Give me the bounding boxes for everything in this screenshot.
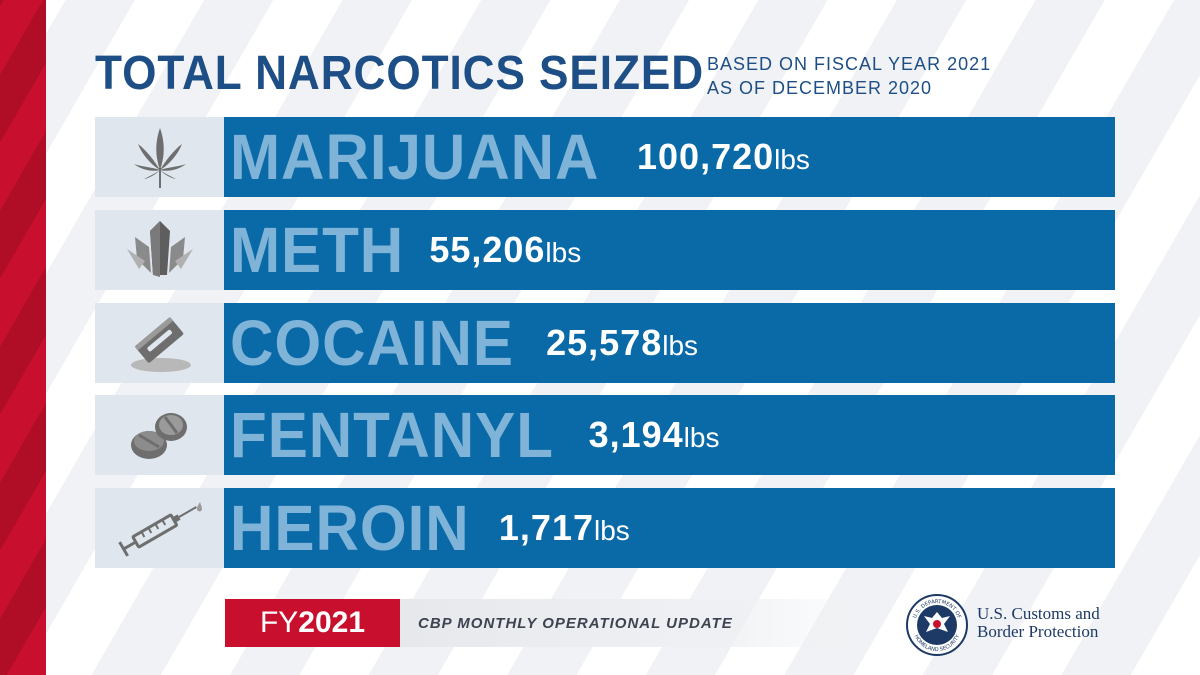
update-label: CBP MONTHLY OPERATIONAL UPDATE — [418, 614, 733, 632]
amount-unit: lbs — [545, 237, 582, 268]
drug-label: COCAINE — [230, 307, 514, 379]
amount-value: 3,194 — [588, 414, 684, 455]
agency-name: U.S. Customs and Border Protection — [977, 605, 1100, 641]
amount: 1,717lbs — [499, 507, 630, 549]
amount-value: 55,206 — [429, 229, 546, 270]
heroin-bar: HEROIN 1,717lbs — [224, 488, 1115, 568]
subtitle-line-2: AS OF DECEMBER 2020 — [707, 78, 933, 98]
amount-unit: lbs — [774, 144, 810, 175]
icon-box — [95, 395, 224, 475]
agency-line-2: Border Protection — [977, 622, 1099, 641]
row-marijuana: MARIJUANA 100,720lbs — [95, 117, 1115, 197]
amount-value: 25,578 — [546, 322, 663, 363]
row-fentanyl: FENTANYL 3,194lbs — [95, 395, 1115, 475]
drug-label: HEROIN — [230, 492, 470, 564]
agency-line-1: U.S. Customs and — [977, 604, 1100, 623]
amount-unit: lbs — [594, 515, 630, 546]
meth-bar: METH 55,206lbs — [224, 210, 1115, 290]
drug-label: METH — [230, 214, 405, 286]
drug-label: FENTANYL — [230, 399, 554, 471]
dhs-seal-icon: U.S. DEPARTMENT OF HOMELAND SECURITY — [906, 594, 968, 656]
drug-label: MARIJUANA — [230, 121, 600, 193]
amount: 55,206lbs — [429, 229, 581, 271]
icon-box — [95, 488, 224, 568]
page-title: TOTAL NARCOTICS SEIZED — [95, 47, 705, 100]
cocaine-bar: COCAINE 25,578lbs — [224, 303, 1115, 383]
red-side-bar — [0, 0, 46, 675]
syringe-icon — [117, 502, 202, 557]
subtitle-line-1: BASED ON FISCAL YEAR 2021 — [707, 54, 992, 74]
razor-blade-powder-icon — [130, 317, 191, 372]
page-subtitle: BASED ON FISCAL YEAR 2021 AS OF DECEMBER… — [707, 52, 991, 100]
marijuana-bar: MARIJUANA 100,720lbs — [224, 117, 1115, 197]
icon-box — [95, 117, 224, 197]
amount-unit: lbs — [683, 422, 720, 453]
fy-year: 2021 — [298, 606, 366, 639]
fentanyl-bar: FENTANYL 3,194lbs — [224, 395, 1115, 475]
amount-value: 100,720 — [637, 136, 775, 177]
icon-box — [95, 303, 224, 383]
fy-prefix: FY — [259, 606, 299, 639]
footer-band: CBP MONTHLY OPERATIONAL UPDATE — [400, 599, 880, 647]
pills-icon — [130, 413, 187, 459]
row-meth: METH 55,206lbs — [95, 210, 1115, 290]
cannabis-leaf-icon — [133, 128, 186, 188]
amount: 100,720lbs — [637, 136, 810, 178]
amount: 3,194lbs — [589, 414, 720, 456]
crystal-icon — [126, 221, 193, 277]
fiscal-year-badge: FY 2021 — [225, 599, 400, 647]
icon-box — [95, 210, 224, 290]
amount-value: 1,717 — [498, 507, 594, 548]
row-cocaine: COCAINE 25,578lbs — [95, 303, 1115, 383]
amount-unit: lbs — [662, 330, 699, 361]
amount: 25,578lbs — [546, 322, 698, 364]
row-heroin: HEROIN 1,717lbs — [95, 488, 1115, 568]
